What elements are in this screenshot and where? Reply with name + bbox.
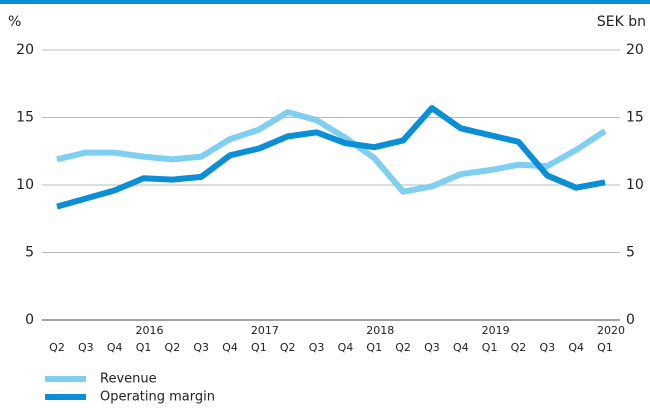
x-tick-label: Q3 <box>309 341 325 354</box>
year-label: 2016 <box>136 324 164 337</box>
x-tick-label: Q1 <box>136 341 152 354</box>
y-tick-label: 10 <box>16 177 34 193</box>
x-tick-label: Q3 <box>193 341 209 354</box>
y-tick-label: 20 <box>16 42 34 58</box>
legend-label: Revenue <box>100 372 157 387</box>
x-tick-label: Q4 <box>107 341 123 354</box>
x-tick-label: Q1 <box>597 341 613 354</box>
y2-axis-label: SEK bn <box>597 14 646 30</box>
y2-tick-label: 10 <box>626 177 644 193</box>
x-tick-label: Q2 <box>280 341 296 354</box>
x-tick-label: Q1 <box>251 341 267 354</box>
x-tick-label: Q4 <box>568 341 584 354</box>
line-series <box>56 109 607 195</box>
x-tick-label: Q4 <box>338 341 354 354</box>
x-tick-label: Q3 <box>539 341 555 354</box>
x-tick-label: Q2 <box>49 341 65 354</box>
x-tick-label: Q1 <box>366 341 382 354</box>
year-label: 2018 <box>366 324 394 337</box>
y-tick-label: 5 <box>25 245 34 261</box>
x-tick-label: Q3 <box>78 341 94 354</box>
year-label: 2019 <box>482 324 510 337</box>
y-tick-label: 0 <box>25 312 34 328</box>
y2-tick-label: 5 <box>626 245 635 261</box>
year-label: 2020 <box>597 324 625 337</box>
y2-tick-label: 0 <box>626 312 635 328</box>
x-tick-label: Q1 <box>482 341 498 354</box>
x-tick-label: Q2 <box>165 341 181 354</box>
y2-tick-label: 15 <box>626 110 644 126</box>
y-tick-label: 15 <box>16 110 34 126</box>
y-axis-label: % <box>8 14 21 30</box>
year-label: 2017 <box>251 324 279 337</box>
top-bar <box>0 0 650 4</box>
x-tick-label: Q2 <box>395 341 411 354</box>
x-tick-label: Q4 <box>453 341 469 354</box>
y2-tick-label: 20 <box>626 42 644 58</box>
x-tick-label: Q3 <box>424 341 440 354</box>
legend-label: Operating margin <box>100 390 215 405</box>
x-tick-label: Q2 <box>511 341 527 354</box>
line-series <box>56 105 606 210</box>
x-tick-label: Q4 <box>222 341 238 354</box>
